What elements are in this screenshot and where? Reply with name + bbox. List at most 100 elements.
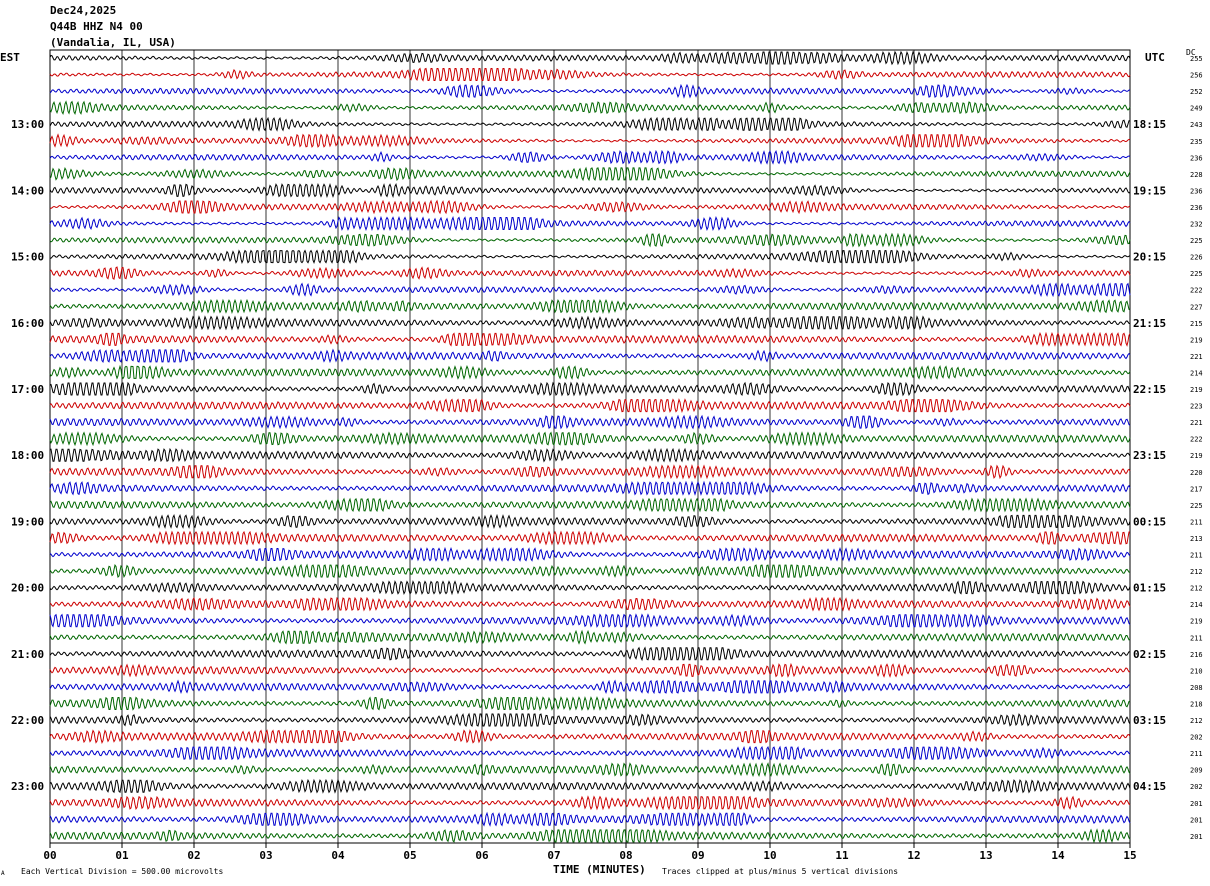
utc-hour-label: 22:15 xyxy=(1133,383,1166,396)
dc-offset-value: 211 xyxy=(1190,634,1203,642)
dc-offset-value: 213 xyxy=(1190,535,1203,543)
trace-row xyxy=(49,232,1131,248)
trace-row xyxy=(49,249,1131,265)
dc-offset-value: 202 xyxy=(1190,734,1203,742)
trace-row xyxy=(49,546,1131,563)
dc-offset-value: 212 xyxy=(1190,568,1203,576)
x-tick-label: 04 xyxy=(331,849,345,862)
est-hour-label: 22:00 xyxy=(11,714,44,727)
x-tick-label: 08 xyxy=(619,849,632,862)
trace-row xyxy=(49,679,1131,695)
utc-timezone-label: UTC xyxy=(1145,51,1165,64)
trace-row xyxy=(49,166,1131,182)
trace-row xyxy=(49,149,1131,165)
dc-offset-value: 226 xyxy=(1190,254,1203,262)
utc-hour-label: 21:15 xyxy=(1133,317,1166,330)
est-hour-label: 20:00 xyxy=(11,582,44,595)
x-tick-label: 15 xyxy=(1123,849,1136,862)
trace-row xyxy=(49,811,1131,827)
dc-offset-value: 236 xyxy=(1190,187,1203,195)
dc-offset-value: 221 xyxy=(1190,353,1203,361)
dc-offset-value: 225 xyxy=(1190,237,1203,245)
trace-row xyxy=(49,183,1131,199)
dc-offset-value: 201 xyxy=(1190,833,1203,841)
trace-row xyxy=(49,282,1131,298)
dc-offset-value: 256 xyxy=(1190,72,1203,80)
trace-row xyxy=(49,414,1131,430)
trace-row xyxy=(49,348,1131,364)
helicorder-date: Dec24,2025 xyxy=(50,4,117,17)
dc-offset-value: 243 xyxy=(1190,121,1203,129)
trace-row xyxy=(49,497,1131,513)
dc-offset-value: 216 xyxy=(1190,651,1203,659)
trace-row xyxy=(49,563,1131,579)
dc-offset-value: 209 xyxy=(1190,767,1203,775)
dc-offset-value: 249 xyxy=(1190,105,1203,113)
trace-row xyxy=(49,513,1131,530)
corner-mark: A xyxy=(1,870,5,877)
trace-row xyxy=(49,762,1131,778)
dc-offset-value: 236 xyxy=(1190,154,1203,162)
est-hour-label: 13:00 xyxy=(11,118,44,131)
trace-row xyxy=(49,298,1131,314)
dc-offset-value: 227 xyxy=(1190,303,1203,311)
x-axis-title: TIME (MINUTES) xyxy=(553,863,646,876)
trace-row xyxy=(49,613,1131,628)
dc-offset-value: 201 xyxy=(1190,800,1203,808)
trace-row xyxy=(49,266,1131,280)
dc-offset-value: 222 xyxy=(1190,287,1203,295)
dc-offset-value: 214 xyxy=(1190,369,1203,377)
est-timezone-label: EST xyxy=(0,51,20,64)
dc-offset-value: 211 xyxy=(1190,552,1203,560)
x-tick-label: 02 xyxy=(187,849,200,862)
clipping-note: Traces clipped at plus/minus 5 vertical … xyxy=(662,867,899,876)
dc-offset-value: 217 xyxy=(1190,485,1203,493)
trace-row xyxy=(49,381,1131,397)
x-tick-label: 01 xyxy=(115,849,129,862)
dc-offset-value: 211 xyxy=(1190,750,1203,758)
x-tick-label: 05 xyxy=(403,849,416,862)
trace-row xyxy=(49,662,1131,678)
x-tick-label: 06 xyxy=(475,849,489,862)
dc-offset-value: 221 xyxy=(1190,419,1203,427)
trace-row xyxy=(49,315,1131,331)
dc-offset-value: 228 xyxy=(1190,171,1203,179)
est-hour-label: 21:00 xyxy=(11,648,44,661)
trace-row xyxy=(49,447,1131,463)
dc-offset-value: 212 xyxy=(1190,717,1203,725)
vertical-scale-note: Each Vertical Division = 500.00 microvol… xyxy=(21,867,224,876)
trace-row xyxy=(49,795,1131,811)
dc-offset-value: 255 xyxy=(1190,55,1203,63)
trace-row xyxy=(49,629,1131,645)
x-tick-label: 13 xyxy=(979,849,992,862)
trace-row xyxy=(49,580,1131,596)
x-tick-label: 03 xyxy=(259,849,272,862)
trace-row xyxy=(49,696,1131,711)
x-tick-label: 12 xyxy=(907,849,920,862)
x-tick-label: 07 xyxy=(547,849,560,862)
trace-row xyxy=(49,480,1131,496)
station-location: (Vandalia, IL, USA) xyxy=(50,36,176,49)
x-tick-label: 09 xyxy=(691,849,704,862)
trace-row xyxy=(49,729,1131,745)
dc-offset-value: 218 xyxy=(1190,700,1203,708)
dc-offset-value: 225 xyxy=(1190,502,1203,510)
x-tick-label: 11 xyxy=(835,849,849,862)
trace-row xyxy=(49,828,1131,844)
utc-hour-label: 23:15 xyxy=(1133,449,1166,462)
utc-hour-label: 03:15 xyxy=(1133,714,1166,727)
dc-offset-value: 202 xyxy=(1190,783,1203,791)
trace-row xyxy=(49,133,1131,148)
trace-group xyxy=(49,50,1131,844)
dc-offset-value: 222 xyxy=(1190,436,1203,444)
station-code: Q44B HHZ N4 00 xyxy=(50,20,143,33)
trace-row xyxy=(49,778,1131,794)
x-tick-label: 10 xyxy=(763,849,776,862)
dc-offset-value: 219 xyxy=(1190,336,1203,344)
utc-hour-label: 18:15 xyxy=(1133,118,1166,131)
trace-row xyxy=(49,530,1130,546)
utc-hour-label: 01:15 xyxy=(1133,582,1166,595)
est-hour-label: 14:00 xyxy=(11,184,44,197)
utc-hour-label: 04:15 xyxy=(1133,780,1166,793)
trace-row xyxy=(49,464,1131,480)
